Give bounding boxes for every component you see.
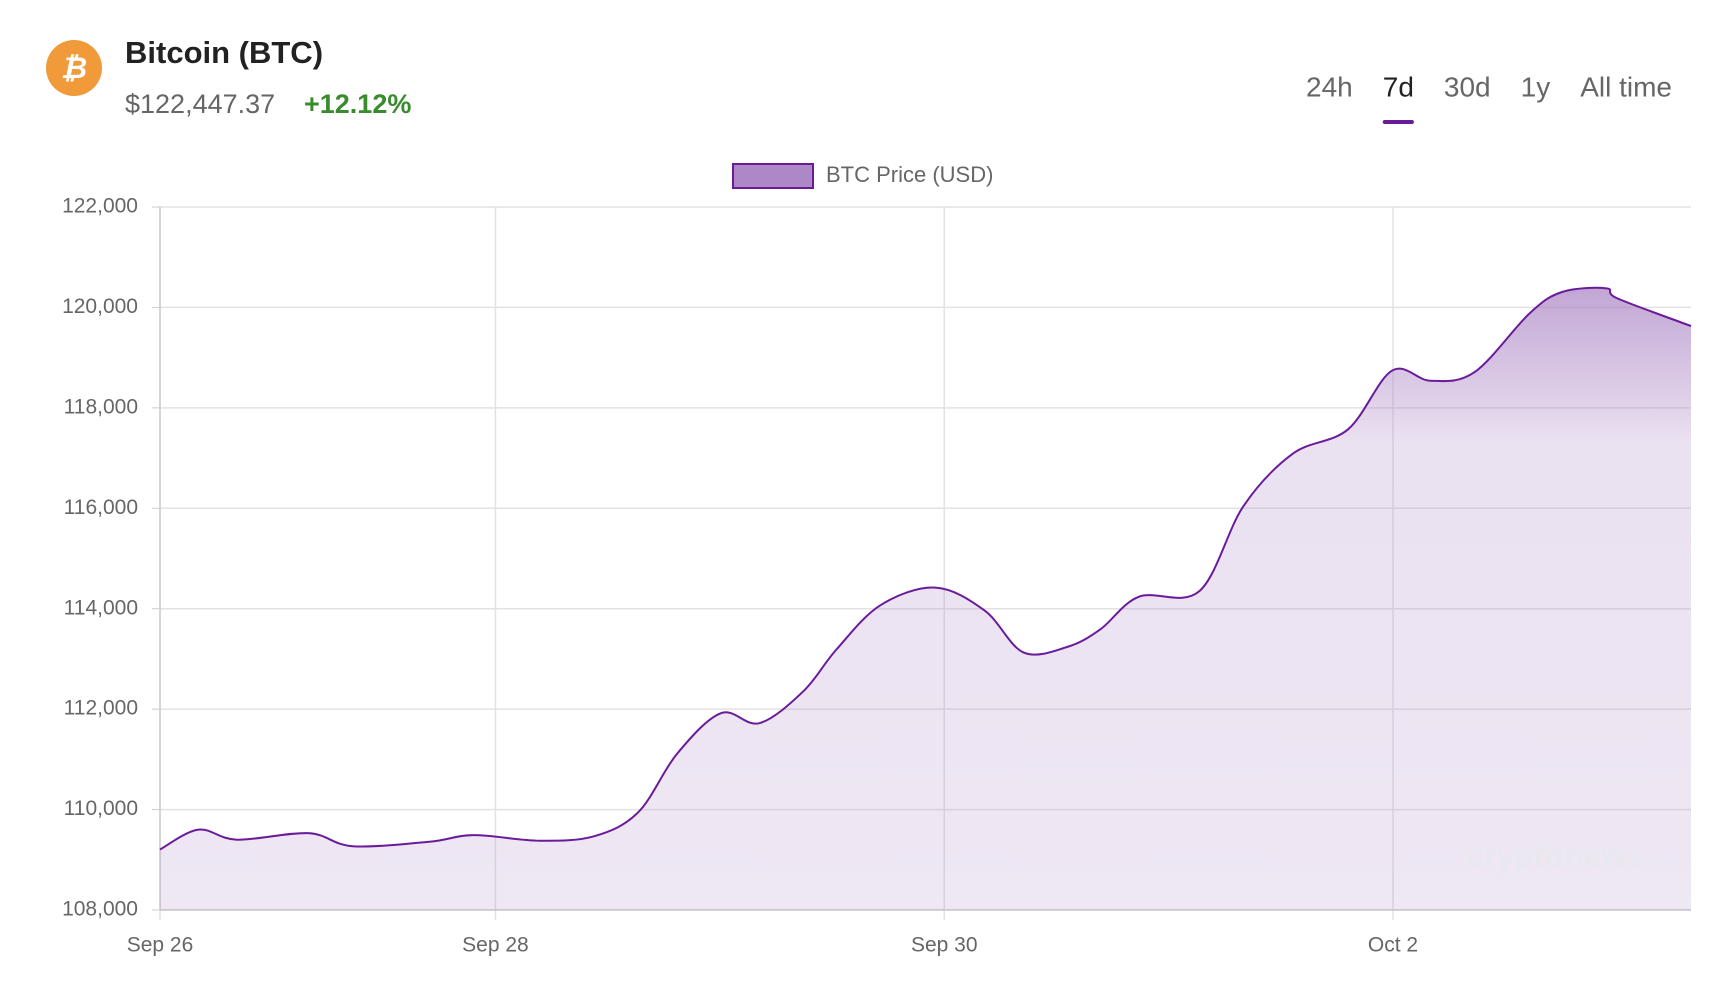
y-tick-label: 116,000 xyxy=(64,496,138,519)
y-tick-label: 114,000 xyxy=(64,596,138,619)
x-tick-label: Oct 2 xyxy=(1368,934,1418,957)
x-tick-label: Sep 28 xyxy=(462,934,529,957)
coin-symbol: ₿ xyxy=(61,52,87,85)
x-tick-label: Sep 30 xyxy=(911,934,978,957)
y-tick-label: 118,000 xyxy=(64,395,138,418)
active-tab-underline xyxy=(1382,120,1414,124)
time-tab[interactable]: 1y xyxy=(1521,71,1551,102)
time-tab[interactable]: 7d xyxy=(1383,71,1414,102)
time-tab[interactable]: All time xyxy=(1580,71,1672,102)
legend-swatch xyxy=(732,163,814,189)
watermark: cryptonews xyxy=(1466,837,1644,873)
x-tick-label: Sep 26 xyxy=(127,934,194,957)
plot: 108,000 110,000 112,000 114,000 116,000 118,0… xyxy=(62,162,1692,957)
tabs: All time 1y 30d 7d 24h xyxy=(1306,71,1672,124)
time-tab[interactable]: 24h xyxy=(1306,71,1353,102)
time-tab[interactable]: 30d xyxy=(1444,71,1491,102)
y-tick-label: 112,000 xyxy=(64,697,138,720)
y-tick-label: 120,000 xyxy=(62,295,138,318)
coin-title: Bitcoin (BTC) xyxy=(125,35,323,70)
y-tick-label: 108,000 xyxy=(62,898,138,921)
legend-label: BTC Price (USD) xyxy=(826,162,993,187)
price-line xyxy=(159,286,1692,851)
area-fill xyxy=(160,287,1691,910)
coin-icon xyxy=(46,40,102,96)
coin-price: $122,447.37 xyxy=(125,89,275,119)
y-tick-label: 110,000 xyxy=(64,797,138,820)
y-tick-label: 122,000 xyxy=(62,195,138,218)
price-change: +12.12% xyxy=(304,89,411,119)
